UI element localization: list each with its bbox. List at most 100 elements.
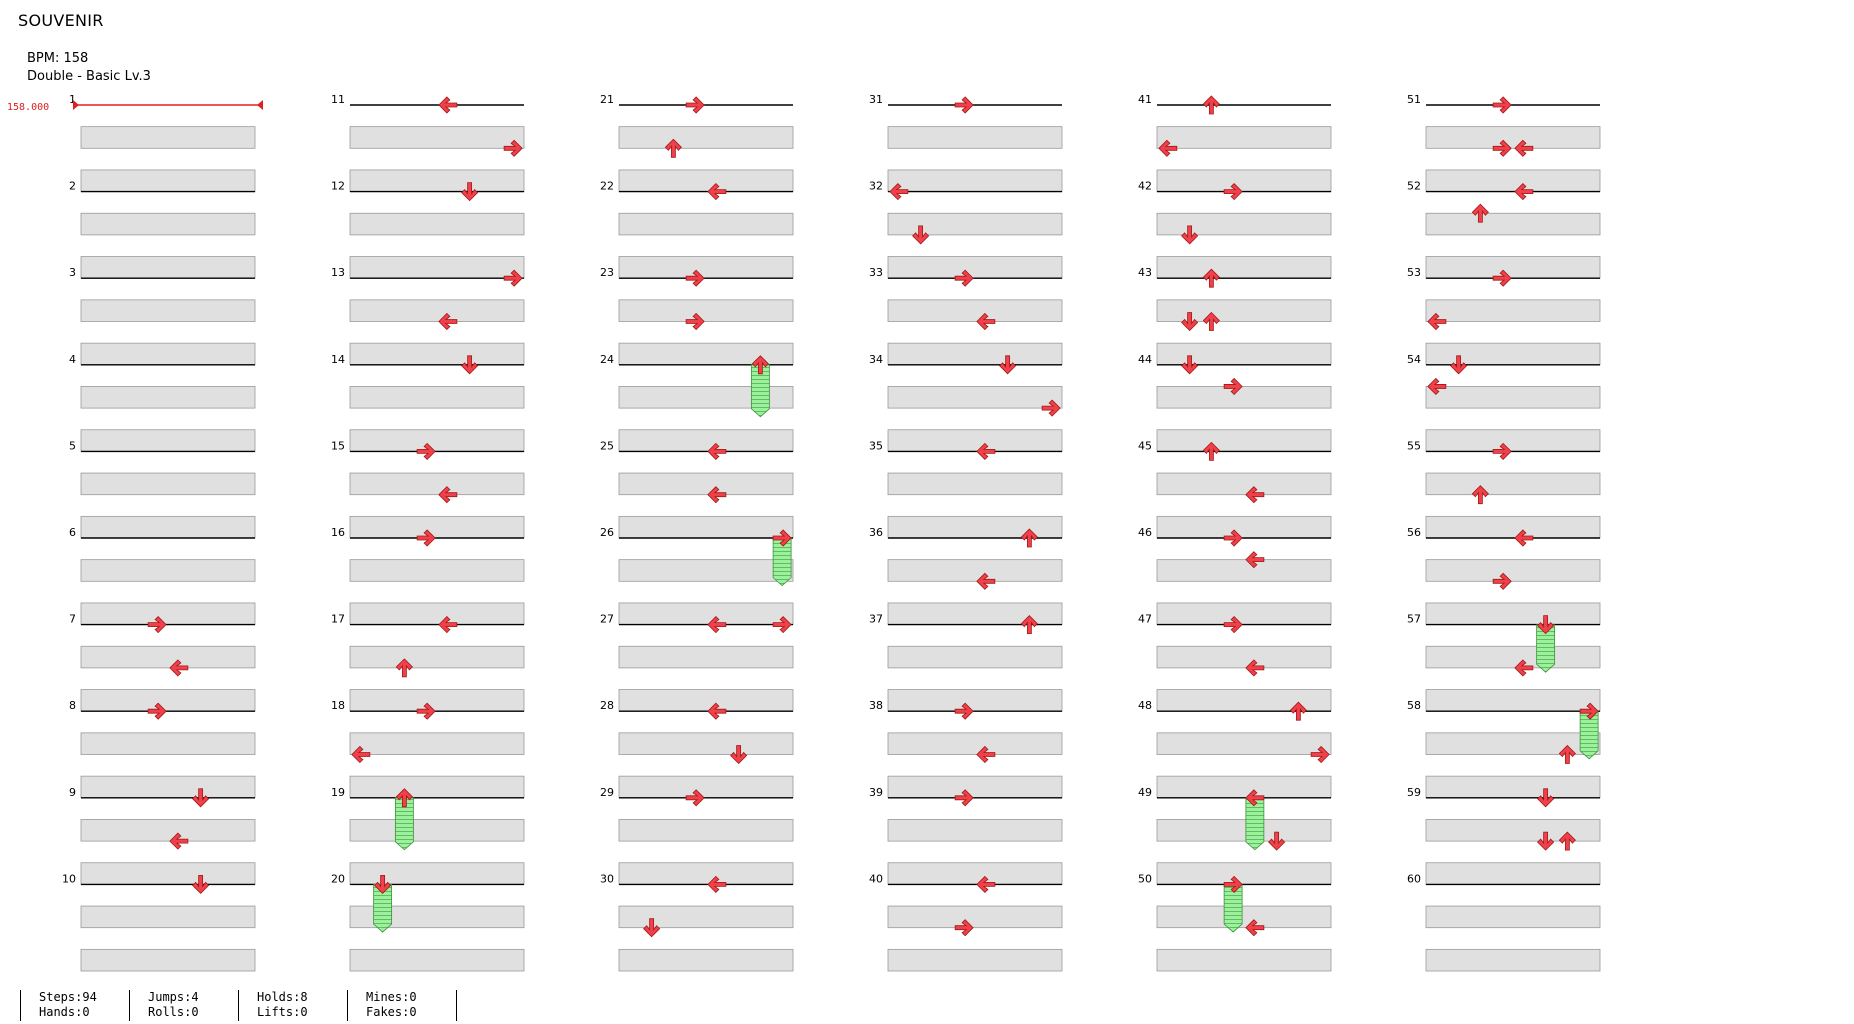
- measure-number: 28: [600, 699, 614, 712]
- measure-number: 59: [1407, 786, 1421, 799]
- measure-47: 47: [1138, 613, 1332, 712]
- measure-10: 10: [62, 872, 256, 972]
- beat-band: [887, 429, 1063, 452]
- arrow-right-icon: [1492, 96, 1512, 114]
- arrow-down-icon: [1181, 312, 1199, 332]
- song-title: SOUVENIR: [18, 11, 104, 30]
- arrow-up-icon: [1471, 203, 1489, 223]
- measure-60: 60: [1407, 872, 1601, 972]
- arrow-left-icon: [976, 312, 996, 331]
- beat-band: [887, 645, 1063, 669]
- beat-band: [618, 169, 794, 192]
- measure-number: 4: [69, 353, 76, 366]
- measure-number: 22: [600, 180, 614, 193]
- measure-14: 14: [331, 353, 525, 452]
- beat-band: [1425, 905, 1601, 929]
- measure-number: 32: [869, 180, 883, 193]
- arrow-right-icon: [1223, 616, 1243, 634]
- measure-number: 56: [1407, 526, 1421, 539]
- arrow-up-icon: [1289, 701, 1307, 721]
- arrow-up-icon: [1202, 311, 1220, 331]
- arrow-down-icon: [730, 745, 748, 765]
- measure-number: 3: [69, 266, 76, 279]
- measure-55: 55: [1407, 439, 1601, 539]
- beat-band: [1156, 472, 1332, 496]
- measure-number: 21: [600, 93, 614, 106]
- measure-22: 22: [600, 180, 794, 279]
- measure-18: 18: [331, 699, 525, 799]
- arrow-left-icon: [976, 745, 996, 764]
- beat-band: [618, 819, 794, 842]
- measure-number: 54: [1407, 353, 1421, 366]
- stats-bar: Steps:94 Hands:0 Jumps:4 Rolls:0 Holds:8…: [20, 990, 457, 1021]
- beat-band: [1425, 732, 1601, 755]
- arrow-left-icon: [889, 183, 909, 201]
- arrow-left-icon: [438, 96, 458, 114]
- beat-band: [618, 126, 794, 149]
- beat-band: [1425, 645, 1601, 669]
- beat-band: [1156, 775, 1332, 799]
- beat-band: [349, 862, 525, 885]
- measure-number: 1: [69, 93, 76, 106]
- measure-35: 35: [869, 439, 1063, 539]
- arrow-left-icon: [438, 312, 458, 331]
- beat-band: [887, 732, 1063, 755]
- arrow-down-icon: [999, 355, 1017, 375]
- beat-band: [1156, 732, 1332, 755]
- beat-band: [80, 126, 256, 149]
- beat-band: [1156, 689, 1332, 712]
- beat-band: [887, 386, 1063, 409]
- arrow-right-icon: [954, 919, 974, 937]
- arrow-right-icon: [416, 442, 436, 460]
- measure-number: 34: [869, 353, 883, 366]
- measure-number: 23: [600, 266, 614, 279]
- arrow-right-icon: [147, 616, 167, 634]
- measure-number: 53: [1407, 266, 1421, 279]
- beat-band: [618, 862, 794, 885]
- beat-band: [349, 775, 525, 799]
- beat-band: [349, 386, 525, 409]
- beat-band: [349, 126, 525, 149]
- beat-band: [887, 212, 1063, 236]
- arrow-up-icon: [1020, 615, 1038, 634]
- arrow-down-icon: [461, 182, 479, 202]
- measure-number: 10: [62, 872, 76, 885]
- beat-band: [618, 775, 794, 799]
- arrow-up-icon: [664, 138, 682, 158]
- measure-13: 13: [331, 266, 525, 366]
- arrow-right-icon: [1223, 183, 1243, 201]
- measure-number: 35: [869, 439, 883, 452]
- measure-number: 29: [600, 786, 614, 799]
- beat-band: [1425, 126, 1601, 149]
- beat-band: [80, 645, 256, 669]
- beat-band: [1425, 299, 1601, 322]
- arrow-right-icon: [147, 702, 167, 720]
- measure-8: 8: [69, 699, 256, 799]
- arrow-down-icon: [643, 918, 661, 938]
- stat-steps: Steps:94: [39, 990, 97, 1004]
- beat-band: [887, 905, 1063, 929]
- stats-holds-lifts: Holds:8 Lifts:0: [238, 990, 347, 1021]
- beat-band: [80, 169, 256, 192]
- beat-band: [80, 905, 256, 929]
- arrow-up-icon: [1202, 95, 1220, 115]
- beat-band: [349, 299, 525, 322]
- measure-57: 57: [1407, 613, 1601, 712]
- measure-29: 29: [600, 786, 794, 885]
- beat-band: [1156, 386, 1332, 409]
- measure-46: 46: [1138, 526, 1332, 626]
- arrow-up-icon: [1202, 268, 1220, 288]
- measure-number: 38: [869, 699, 883, 712]
- measure-58: 58: [1407, 699, 1601, 799]
- bpm-marker-label: 158.000: [7, 102, 49, 113]
- arrow-right-icon: [954, 789, 974, 807]
- arrow-right-icon: [1579, 702, 1599, 720]
- arrow-down-icon: [1181, 225, 1199, 245]
- measure-26: 26: [600, 526, 794, 626]
- arrow-left-icon: [976, 572, 996, 590]
- arrow-left-icon: [1514, 139, 1534, 157]
- beat-band: [1425, 602, 1601, 626]
- beat-band: [1156, 559, 1332, 582]
- beat-band: [887, 775, 1063, 799]
- measure-number: 9: [69, 786, 76, 799]
